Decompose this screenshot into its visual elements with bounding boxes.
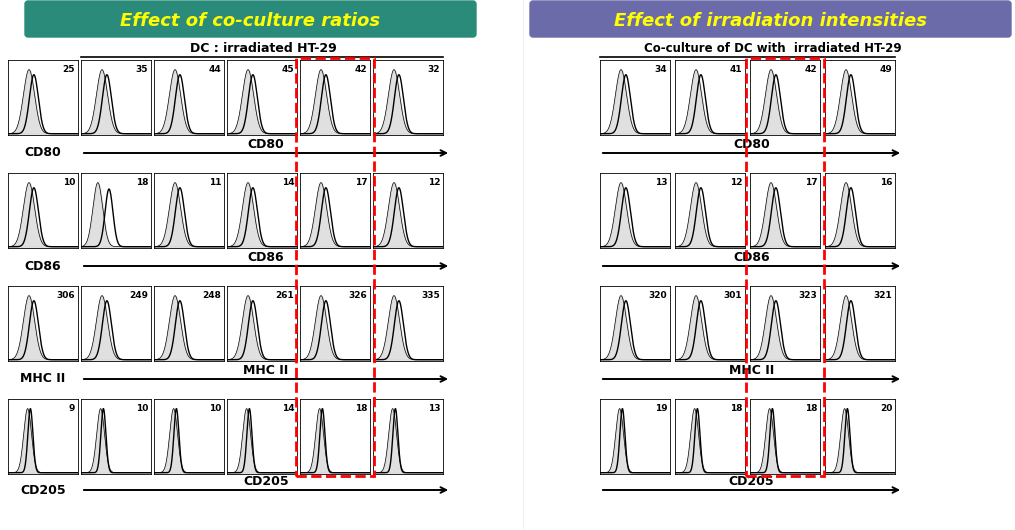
Text: 9: 9 [69,404,75,413]
Text: 17: 17 [354,178,367,187]
Text: CD80: CD80 [24,146,61,160]
Text: 32: 32 [427,65,441,74]
Text: 20: 20 [880,404,892,413]
Text: 35: 35 [136,65,148,74]
Text: 306: 306 [57,292,75,301]
Text: 1 : 0.2: 1 : 0.2 [170,65,209,75]
Text: 326: 326 [348,292,367,301]
Text: 1 : 2: 1 : 2 [394,65,422,75]
Text: 45: 45 [281,65,294,74]
Text: 10: 10 [63,178,75,187]
Text: 49: 49 [879,65,892,74]
Text: Effect of co-culture ratios: Effect of co-culture ratios [120,12,380,30]
Text: 18: 18 [354,404,367,413]
Text: 14: 14 [281,404,294,413]
Text: 321: 321 [874,292,892,301]
Text: 1 : 0.5: 1 : 0.5 [243,65,282,75]
Text: 323: 323 [799,292,817,301]
Text: MHC II: MHC II [244,364,288,377]
Text: 261: 261 [275,292,294,301]
Text: 41: 41 [730,65,742,74]
Text: 1 :1: 1 :1 [323,65,347,75]
Text: 248: 248 [202,292,221,301]
Text: 335: 335 [421,292,441,301]
Text: 44: 44 [208,65,221,74]
Text: 16: 16 [880,178,892,187]
Text: CD205: CD205 [729,475,774,488]
Text: 1 : 0.1: 1 : 0.1 [96,65,136,75]
Text: NT: NT [33,64,52,76]
Text: 301: 301 [724,292,742,301]
Text: 17: 17 [805,178,817,187]
Text: CD86: CD86 [248,251,284,264]
Text: 18: 18 [730,404,742,413]
Text: 11: 11 [209,178,221,187]
FancyBboxPatch shape [530,1,1011,37]
Text: 42: 42 [354,65,367,74]
Text: Effect of irradiation intensities: Effect of irradiation intensities [614,12,928,30]
Text: 50 Gy: 50 Gy [767,65,803,75]
Text: 320: 320 [649,292,667,301]
Text: 18: 18 [805,404,817,413]
Text: 10: 10 [209,404,221,413]
Text: Co-culture of DC with  irradiated HT-29: Co-culture of DC with irradiated HT-29 [645,41,901,55]
Text: CD80: CD80 [248,138,284,151]
Text: 25 Gy: 25 Gy [692,65,728,75]
Text: CD205: CD205 [244,475,289,488]
Text: MHC II: MHC II [729,364,774,377]
Text: 10: 10 [136,404,148,413]
Text: 12: 12 [730,178,742,187]
Text: CD205: CD205 [20,483,66,497]
Text: 13: 13 [655,178,667,187]
Text: 13: 13 [427,404,441,413]
FancyBboxPatch shape [25,1,476,37]
Text: 12: 12 [427,178,441,187]
Text: 42: 42 [805,65,817,74]
Text: MHC II: MHC II [20,373,66,385]
Text: CD86: CD86 [733,251,769,264]
Text: DC : irradiated HT-29: DC : irradiated HT-29 [190,41,336,55]
Text: 10 Gy: 10 Gy [617,65,653,75]
Text: CD86: CD86 [24,260,61,272]
Text: 100 Gy: 100 Gy [838,65,882,75]
Text: 25: 25 [63,65,75,74]
Text: 14: 14 [281,178,294,187]
Text: 34: 34 [655,65,667,74]
Text: CD80: CD80 [733,138,769,151]
Text: 249: 249 [129,292,148,301]
Text: 19: 19 [655,404,667,413]
Text: 18: 18 [136,178,148,187]
